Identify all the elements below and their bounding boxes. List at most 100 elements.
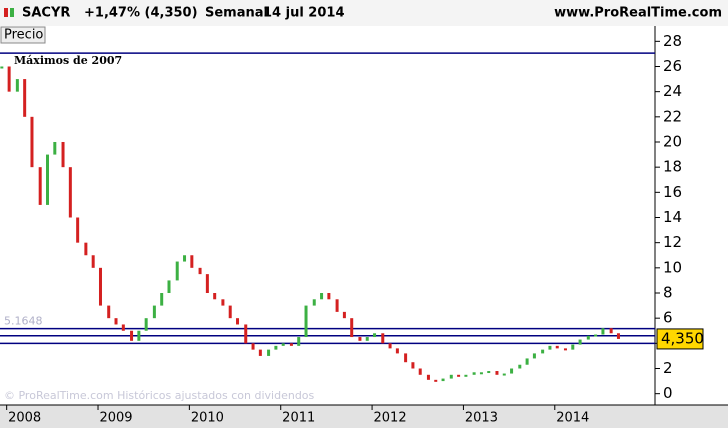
price-bar [457, 374, 461, 377]
y-tick-label: 18 [663, 158, 682, 176]
price-bar [487, 371, 491, 374]
price-bar [472, 372, 476, 375]
price-bar [53, 141, 57, 155]
price-bar [594, 334, 598, 337]
x-tick-label: 2010 [191, 411, 224, 426]
y-tick-label: 0 [663, 384, 673, 402]
price-bar [350, 318, 354, 338]
header-icon [10, 8, 14, 17]
price-bar [152, 305, 156, 319]
y-tick-label: 28 [663, 32, 682, 50]
price-bar [144, 318, 148, 331]
x-axis-band [0, 405, 728, 428]
price-bar [578, 339, 582, 345]
last-value-label: 4,350 [661, 329, 704, 347]
price-bar [130, 330, 134, 341]
price-bar [502, 373, 506, 376]
price-bar [84, 242, 88, 256]
x-tick-label: 2013 [465, 411, 498, 426]
price-bar [114, 318, 118, 325]
price-bar [76, 217, 80, 243]
date: 14 jul 2014 [263, 6, 345, 21]
price-bar [616, 333, 620, 339]
price-bar [609, 328, 613, 334]
price-bar [563, 348, 567, 351]
price-bar [532, 353, 536, 359]
price-bar [510, 368, 514, 374]
y-tick-label: 26 [663, 57, 682, 75]
last-value-box [656, 328, 704, 350]
price-bar [198, 267, 202, 275]
panel-label: Precio [4, 28, 43, 43]
period: Semanal [205, 6, 268, 21]
price-bar [267, 349, 271, 356]
price-bar [98, 267, 102, 306]
price-bar [183, 255, 187, 262]
price-bar [525, 358, 529, 365]
price-bar [30, 116, 34, 168]
y-tick-label: 10 [663, 258, 682, 276]
price-bar [312, 299, 316, 306]
price-bar [342, 311, 346, 319]
price-bar [46, 154, 50, 205]
price-bar [373, 333, 377, 338]
price-bar [418, 368, 422, 375]
price-bar [601, 328, 605, 335]
price-bar [335, 299, 339, 312]
y-tick-label: 14 [663, 208, 682, 226]
price-bar [426, 374, 430, 380]
price-bar [404, 353, 408, 363]
price-bar [213, 293, 217, 300]
price-bar [358, 337, 362, 341]
price-bar [23, 79, 27, 117]
header-bar [0, 0, 728, 26]
price-bar [258, 349, 262, 356]
price-bar [586, 335, 590, 340]
price-bar [297, 337, 301, 346]
price-bar [251, 343, 255, 350]
watermark: © ProRealTime.com Históricos ajustados c… [4, 389, 315, 402]
price-bar [320, 293, 324, 300]
price-bar [15, 79, 19, 92]
price-bar [61, 141, 65, 168]
x-tick-label: 2011 [282, 411, 315, 426]
price-bar [289, 343, 293, 346]
price-bar [411, 362, 415, 369]
price-bar [304, 305, 308, 338]
price-bar [541, 349, 545, 354]
y-tick-label: 12 [663, 233, 682, 251]
price-bar [160, 293, 164, 306]
price-bar [327, 293, 331, 300]
price-bar [555, 345, 559, 349]
price-bar [281, 343, 285, 346]
y-tick-label: 22 [663, 107, 682, 125]
price-bar [137, 330, 141, 341]
level-label: 5.1648 [4, 315, 43, 328]
site: www.ProRealTime.com [554, 6, 722, 21]
y-tick-label: 20 [663, 132, 682, 150]
annotation: Máximos de 2007 [14, 54, 122, 67]
price-bar [434, 379, 438, 382]
price-bar [236, 318, 240, 325]
price-bar [518, 364, 522, 369]
price-bar [381, 333, 385, 344]
price-bar [495, 371, 499, 375]
change: +1,47% (4,350) [84, 6, 198, 21]
price-bar [365, 337, 369, 341]
price-bar [548, 345, 552, 350]
price-bar [0, 66, 4, 69]
price-bar [7, 66, 11, 92]
y-tick-label: 24 [663, 82, 682, 100]
price-bar [91, 255, 95, 268]
price-bar [190, 255, 194, 268]
price-bar [441, 378, 445, 382]
panel-label-box [0, 26, 46, 44]
symbol: SACYR [22, 6, 70, 21]
x-tick-label: 2014 [556, 411, 589, 426]
price-bar [244, 324, 248, 344]
price-bar [395, 348, 399, 354]
price-bar [175, 261, 179, 281]
price-bar [107, 305, 111, 319]
